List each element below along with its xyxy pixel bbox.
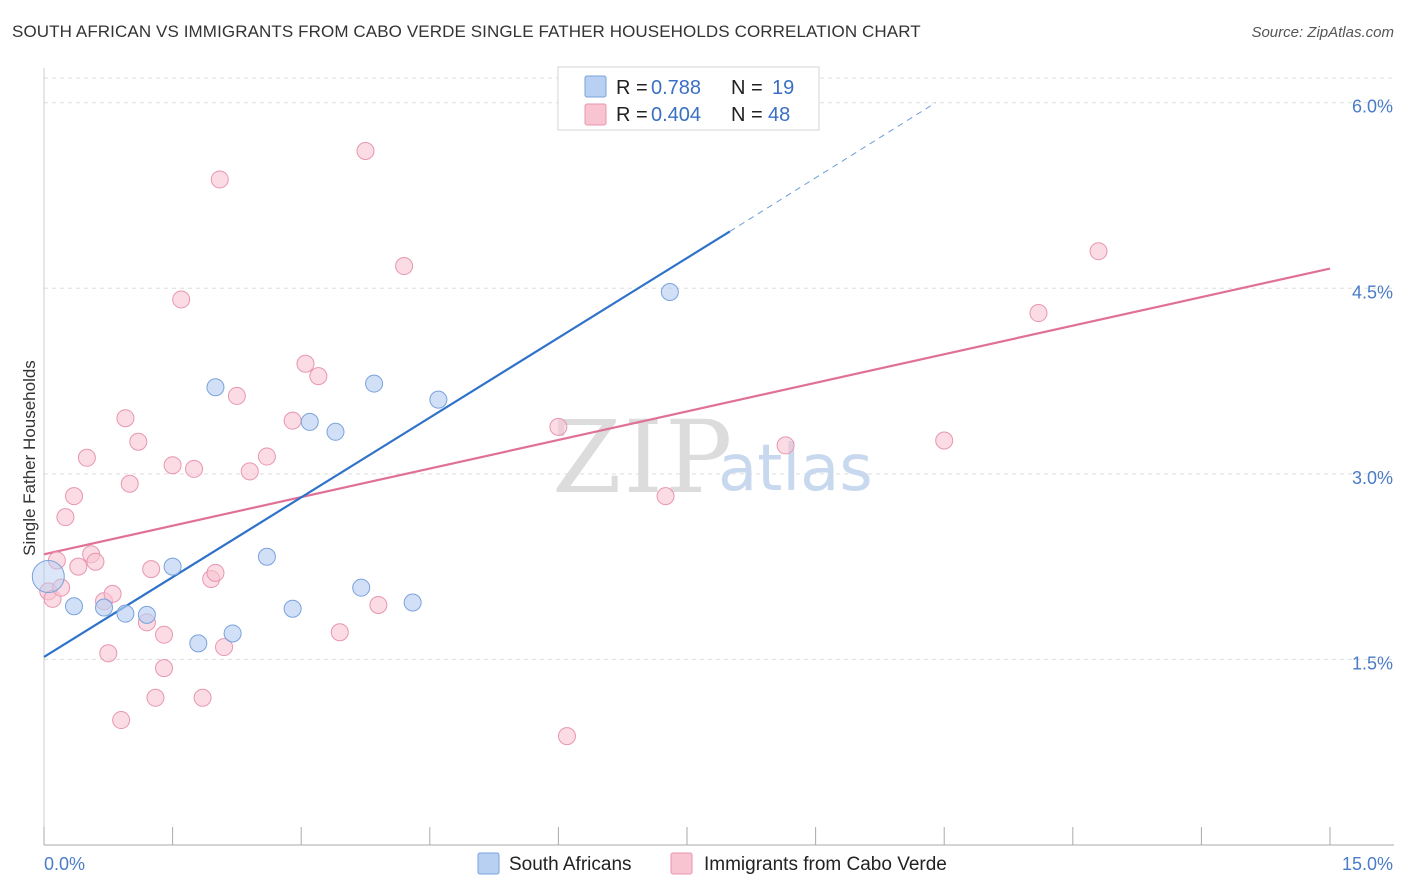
trendline-cabo-verde <box>43 267 1331 556</box>
trendlines <box>43 102 1331 658</box>
point-cabo-verde <box>240 462 259 481</box>
legend-r-label-pink: R = <box>616 104 648 126</box>
point-cabo-verde <box>296 354 315 373</box>
grid <box>44 77 1394 660</box>
point-south-africans <box>257 547 276 566</box>
trendline-south-africans <box>43 230 731 658</box>
tick-labels: 1.5% 3.0% 4.5% 6.0% 0.0% 15.0% <box>44 97 1393 874</box>
point-south-africans <box>365 374 384 393</box>
point-south-africans <box>352 578 371 597</box>
correlation-legend: R = 0.788 N = 19 R = 0.404 N = 48 <box>557 66 820 131</box>
legend-n-value-pink: 48 <box>768 104 790 126</box>
point-south-africans <box>65 597 84 616</box>
axes <box>43 68 1394 846</box>
watermark-zip: ZIP <box>552 399 734 516</box>
point-cabo-verde <box>330 623 349 642</box>
point-south-africans <box>31 560 65 594</box>
point-cabo-verde <box>395 257 414 276</box>
point-cabo-verde <box>193 688 212 707</box>
point-south-africans <box>116 604 135 623</box>
legend-r-value-blue: 0.788 <box>651 77 701 99</box>
watermark-atlas: atlas <box>718 432 873 506</box>
point-cabo-verde <box>210 170 229 189</box>
point-cabo-verde <box>155 659 174 678</box>
y-axis-label: Single Father Households <box>20 360 39 556</box>
point-cabo-verde <box>283 411 302 430</box>
x-tick-label-min: 0.0% <box>44 854 85 874</box>
point-cabo-verde <box>1029 304 1048 323</box>
point-cabo-verde <box>86 552 105 571</box>
bottom-legend-label-pink: Immigrants from Cabo Verde <box>704 854 947 875</box>
point-cabo-verde <box>146 688 165 707</box>
legend-swatch-blue <box>584 75 607 98</box>
point-south-africans <box>429 390 448 409</box>
trendline-south-africans-extension <box>729 102 936 232</box>
point-cabo-verde <box>369 596 388 615</box>
point-cabo-verde <box>776 436 795 455</box>
point-cabo-verde <box>116 409 135 428</box>
point-cabo-verde <box>206 563 225 582</box>
point-cabo-verde <box>69 557 88 576</box>
point-south-africans <box>300 412 319 431</box>
point-south-africans <box>660 283 679 302</box>
legend-n-value-blue: 19 <box>772 77 794 99</box>
point-cabo-verde <box>120 474 139 493</box>
point-cabo-verde <box>163 456 182 475</box>
point-cabo-verde <box>129 432 148 451</box>
point-cabo-verde <box>656 487 675 506</box>
point-cabo-verde <box>227 386 246 405</box>
point-cabo-verde <box>557 727 576 746</box>
source-label: Source: ZipAtlas.com <box>1251 24 1394 41</box>
point-cabo-verde <box>99 644 118 663</box>
point-cabo-verde <box>112 711 131 730</box>
point-south-africans <box>163 557 182 576</box>
series-legend: South Africans Immigrants from Cabo Verd… <box>477 852 947 875</box>
bottom-legend-label-blue: South Africans <box>509 854 632 875</box>
point-south-africans <box>223 624 242 643</box>
point-cabo-verde <box>309 367 328 386</box>
bottom-legend-swatch-blue <box>477 852 500 875</box>
legend-r-label-blue: R = <box>616 77 648 99</box>
x-tick-label-max: 15.0% <box>1342 854 1393 874</box>
point-south-africans <box>206 378 225 397</box>
point-cabo-verde <box>56 508 75 527</box>
point-south-africans <box>326 422 345 441</box>
point-cabo-verde <box>935 431 954 450</box>
point-cabo-verde <box>65 487 84 506</box>
legend-swatch-pink <box>584 103 607 126</box>
point-cabo-verde <box>172 290 191 309</box>
point-cabo-verde <box>356 141 375 160</box>
legend-r-value-pink: 0.404 <box>651 104 701 126</box>
point-cabo-verde <box>77 448 96 467</box>
point-cabo-verde <box>257 447 276 466</box>
watermark: ZIP atlas <box>552 399 873 516</box>
point-south-africans <box>137 605 156 624</box>
point-south-africans <box>95 598 114 617</box>
point-cabo-verde <box>155 625 174 644</box>
y-tick-label: 6.0% <box>1352 97 1393 117</box>
point-cabo-verde <box>103 584 122 603</box>
point-cabo-verde <box>185 459 204 478</box>
legend-n-label-pink: N = <box>731 104 763 126</box>
bottom-legend-swatch-pink <box>670 852 693 875</box>
point-cabo-verde <box>549 417 568 436</box>
y-tick-label: 1.5% <box>1352 653 1393 673</box>
point-cabo-verde <box>1089 242 1108 261</box>
point-south-africans <box>283 599 302 618</box>
y-tick-label: 4.5% <box>1352 282 1393 302</box>
point-south-africans <box>189 634 208 653</box>
points <box>31 94 1108 746</box>
chart-title: SOUTH AFRICAN VS IMMIGRANTS FROM CABO VE… <box>12 22 921 41</box>
y-tick-label: 3.0% <box>1352 468 1393 488</box>
legend-n-label-blue: N = <box>731 77 763 99</box>
point-south-africans <box>403 593 422 612</box>
point-cabo-verde <box>142 560 161 579</box>
point-cabo-verde <box>215 638 234 657</box>
